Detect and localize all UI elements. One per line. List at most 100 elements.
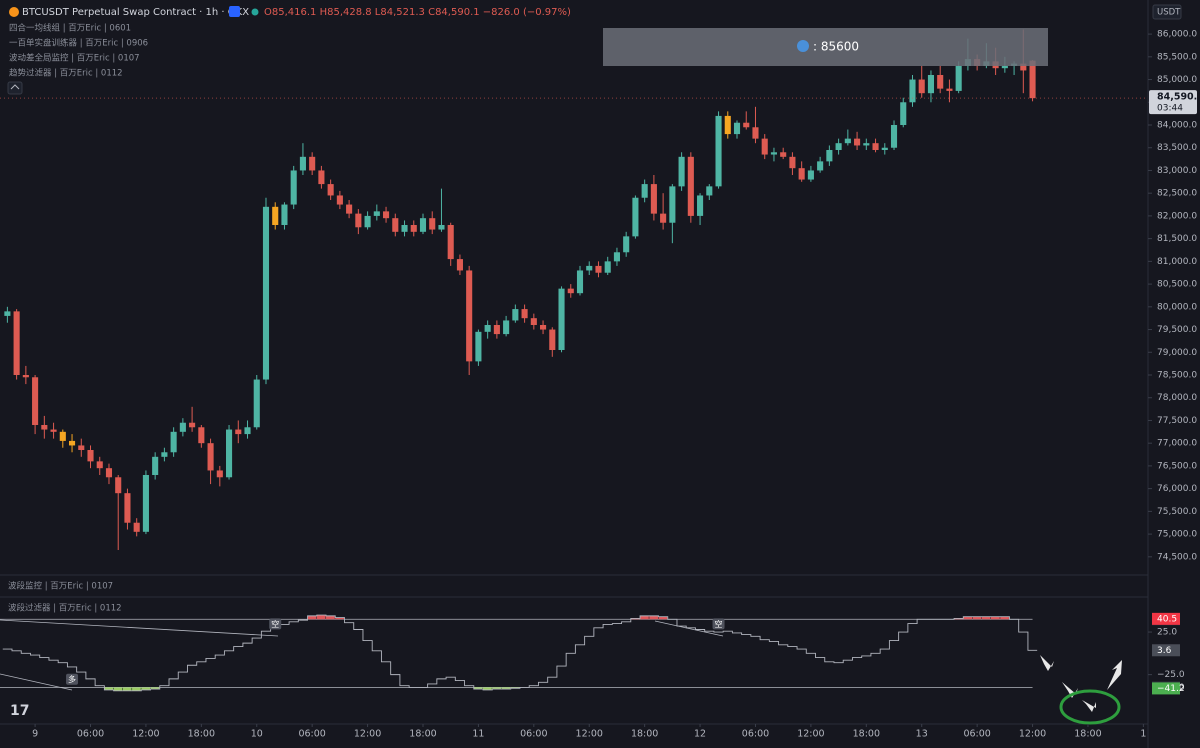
candle-body [235, 429, 242, 435]
oversold-block [483, 687, 492, 690]
candle-body [909, 79, 916, 103]
candle-body [521, 309, 528, 319]
y-tick-label: 75,000.0 [1157, 530, 1197, 540]
candle-body [346, 204, 353, 214]
x-tick-label: 06:00 [298, 729, 325, 740]
candle-body [715, 115, 722, 187]
symbol-title[interactable]: BTCUSDT Perpetual Swap Contract · 1h · O… [22, 7, 249, 18]
candle-body [530, 318, 537, 325]
signal-marker [66, 673, 79, 685]
x-tick-label: 06:00 [77, 729, 104, 740]
x-tick-label: 9 [32, 729, 38, 740]
candle-body [835, 143, 842, 150]
candle-body [152, 456, 159, 475]
oversold-block [113, 687, 123, 691]
candle-body [724, 115, 731, 135]
candle-body [87, 450, 94, 462]
countdown: 03:44 [1157, 104, 1183, 114]
value-tag [1152, 612, 1180, 625]
tv-logo[interactable]: 𝟭𝟳 [10, 703, 29, 719]
candle-body [364, 215, 371, 228]
collapse-button[interactable] [7, 81, 23, 95]
arrow [1040, 655, 1054, 671]
candle-body [299, 156, 306, 171]
candle-body [78, 445, 85, 450]
currency-box[interactable] [1152, 4, 1182, 20]
candle-body [327, 184, 334, 196]
oversold-block [122, 687, 132, 691]
candle-body [133, 522, 140, 532]
oversold-block [492, 687, 501, 690]
price-note[interactable]: : 85600 [603, 28, 1048, 66]
y-tick-label: 86,000.0 [1157, 30, 1197, 40]
candle-body [918, 79, 925, 94]
candle-body [669, 186, 676, 223]
x-tick-label: 18:00 [631, 729, 658, 740]
oversold-block [132, 687, 141, 691]
oversold-block [141, 687, 151, 690]
y-tick-label: 79,000.0 [1157, 348, 1197, 358]
candle-body [872, 143, 879, 150]
candle-body [50, 429, 57, 432]
y-tick-label: 75,500.0 [1157, 507, 1197, 517]
y-tick-label: 81,500.0 [1157, 234, 1197, 244]
note-box [603, 28, 1048, 66]
candle-body [854, 138, 861, 146]
oversold-block [473, 687, 483, 690]
x-tick-label: 12:00 [1019, 729, 1046, 740]
overbought-block [326, 615, 335, 620]
y-tick-label: 85,000.0 [1157, 75, 1197, 85]
x-tick-label: 12:00 [132, 729, 159, 740]
overbought-block [658, 616, 668, 620]
candle-body [124, 493, 131, 523]
overbought-block [316, 615, 326, 620]
candle-body [225, 429, 233, 478]
candle-body [59, 431, 66, 441]
candle-body [309, 156, 316, 171]
candle-body [484, 325, 491, 332]
value-tag-label: 3.6 [1157, 646, 1172, 656]
value-tag [1152, 682, 1180, 695]
value-tag-label: 40.5 [1157, 614, 1177, 624]
overbought-block [972, 616, 982, 620]
candle-body [447, 225, 454, 260]
trend-line [0, 619, 279, 637]
overbought-block [1000, 616, 1009, 620]
y-tick-label: 83,500.0 [1157, 143, 1197, 153]
y-tick-label: 84,000.0 [1157, 121, 1197, 131]
candle-body [678, 156, 685, 187]
y-tick-label: 81,000.0 [1157, 257, 1197, 267]
y-tick-label: 25.0 [1157, 628, 1177, 638]
x-tick-label: 13 [916, 729, 928, 740]
y-tick-label: 74,500.0 [1157, 552, 1197, 562]
y-tick-label: 80,000.0 [1157, 302, 1197, 312]
candle-body [96, 461, 103, 469]
oversold-block [104, 687, 114, 690]
signal-marker [712, 618, 725, 630]
overbought-block [981, 616, 991, 620]
x-tick-label: 06:00 [520, 729, 547, 740]
overbought-block [649, 615, 659, 620]
y-tick-label: 77,000.0 [1157, 439, 1197, 449]
y-tick-label: 76,000.0 [1157, 484, 1197, 494]
last-price-label: 84,590.1 [1157, 92, 1200, 103]
candle-body [660, 213, 667, 223]
flag-icon[interactable] [229, 6, 240, 17]
arrow [1082, 700, 1096, 712]
indicator-title: 波段过滤器 | 百万Eric | 0112 [8, 603, 122, 614]
candle-body [281, 204, 288, 225]
candle-body [826, 150, 833, 162]
candle-body [161, 452, 168, 457]
y-tick-label: 85,500.0 [1157, 52, 1197, 62]
indicator-name: 四合一均线组 | 百万Eric | 0601 [9, 23, 131, 34]
candle-body [927, 75, 935, 94]
candle-body [770, 152, 778, 155]
candle-body [383, 211, 390, 219]
x-tick-label: 12:00 [354, 729, 381, 740]
trend-line [654, 620, 724, 637]
candle-body [946, 88, 953, 91]
candle-body [789, 156, 796, 169]
ohlc-summary: O85,416.1 H85,428.8 L84,521.3 C84,590.1 … [264, 7, 571, 18]
x-tick-label: 11 [472, 729, 484, 740]
currency: USDT [1157, 8, 1181, 18]
